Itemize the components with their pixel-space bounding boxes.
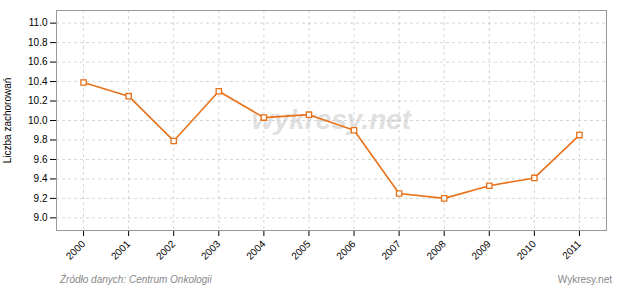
svg-text:9.2: 9.2 bbox=[34, 193, 48, 204]
svg-text:10.6: 10.6 bbox=[28, 56, 48, 67]
svg-text:2004: 2004 bbox=[244, 238, 268, 262]
svg-text:2010: 2010 bbox=[515, 238, 539, 262]
svg-text:10.2: 10.2 bbox=[28, 95, 48, 106]
svg-text:9.4: 9.4 bbox=[34, 173, 48, 184]
svg-text:2006: 2006 bbox=[334, 238, 358, 262]
svg-text:2003: 2003 bbox=[199, 238, 223, 262]
svg-text:11.0: 11.0 bbox=[29, 17, 48, 28]
svg-text:2011: 2011 bbox=[560, 238, 583, 261]
svg-text:10.8: 10.8 bbox=[28, 37, 48, 48]
svg-text:9.8: 9.8 bbox=[34, 134, 48, 145]
svg-text:2000: 2000 bbox=[64, 238, 88, 262]
svg-text:2007: 2007 bbox=[379, 238, 403, 262]
svg-text:Liczba zachorowań: Liczba zachorowań bbox=[2, 78, 13, 164]
svg-text:2009: 2009 bbox=[469, 238, 493, 262]
svg-text:10.0: 10.0 bbox=[28, 115, 48, 126]
svg-text:2008: 2008 bbox=[424, 238, 448, 262]
svg-text:9.0: 9.0 bbox=[34, 212, 48, 223]
svg-text:9.6: 9.6 bbox=[34, 154, 48, 165]
svg-text:2002: 2002 bbox=[154, 238, 178, 262]
html-text:Wykresy.net: Wykresy.net bbox=[557, 274, 612, 285]
html-text:Źródło danych: Centrum Onkolog: Źródło danych: Centrum Onkologii bbox=[60, 274, 212, 285]
svg-text:2001: 2001 bbox=[109, 238, 133, 262]
svg-text:wykresy.net: wykresy.net bbox=[252, 104, 413, 135]
svg-text:10.4: 10.4 bbox=[28, 76, 48, 87]
svg-text:2005: 2005 bbox=[289, 238, 313, 262]
